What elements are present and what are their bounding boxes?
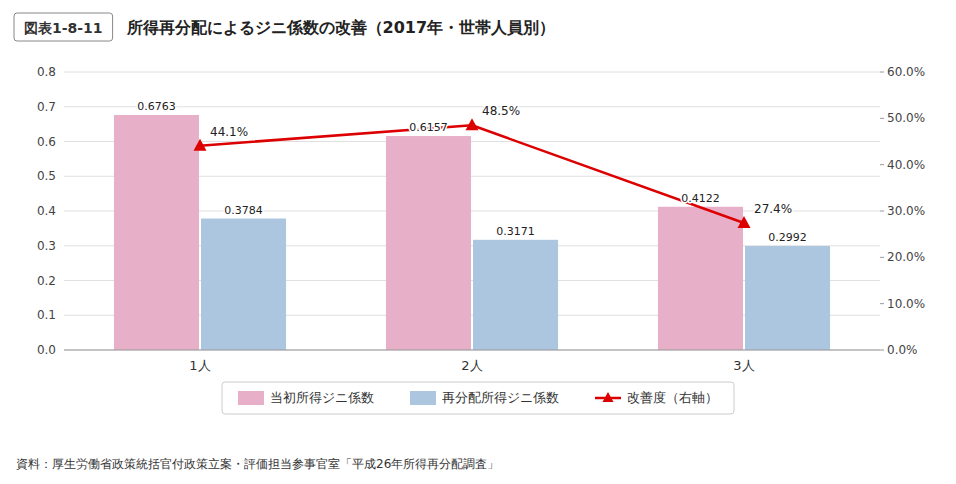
data-labels: 0.6763 0.6157 0.4122 0.3784 0.3171 0.2992 44.1… [137, 100, 807, 244]
y-tick-label: 0.4 [37, 204, 56, 218]
y2-tick-label: 50.0% [887, 111, 925, 125]
line-value-label: 27.4% [754, 202, 792, 216]
x-tick-label: 3人 [733, 358, 754, 373]
legend-swatch [238, 391, 264, 405]
grid [64, 72, 880, 350]
y2-tick [880, 257, 884, 258]
x-axis-line [64, 350, 880, 351]
y2-tick [880, 303, 884, 304]
x-tick-label: 2人 [461, 358, 482, 373]
bar-value-label: 0.2992 [768, 231, 807, 244]
y2-tick [880, 72, 884, 73]
grid-line [64, 106, 880, 107]
y2-tick-label: 20.0% [887, 250, 925, 264]
legend-item: 再分配所得ジニ係数 [410, 390, 559, 405]
bar-value-label: 0.6157 [409, 121, 448, 134]
bar-value-label: 0.3784 [224, 204, 263, 217]
legend-box [222, 382, 734, 414]
y2-tick [880, 118, 884, 119]
y-tick-label: 0.8 [37, 65, 56, 79]
y-tick-label: 0.3 [37, 239, 56, 253]
figure-tag: 図表1-8-11 [24, 20, 103, 36]
line-value-label: 48.5% [482, 104, 520, 118]
bar [745, 246, 830, 350]
figure-tag-box [14, 13, 113, 41]
y-tick-label: 0.1 [37, 308, 56, 322]
source-note: 資料：厚生労働省政策統括官付政策立案・評価担当参事官室「平成26年所得再分配調査… [16, 457, 499, 471]
chart-title: 所得再分配によるジニ係数の改善（2017年・世帯人員別） [126, 18, 556, 37]
y-tick-label: 0.5 [37, 169, 56, 183]
y-tick-label: 0.7 [37, 100, 56, 114]
y2-tick-label: 30.0% [887, 204, 925, 218]
bar [386, 136, 471, 350]
bar [114, 115, 199, 350]
y-tick-label: 0.6 [37, 135, 56, 149]
y2-tick-label: 60.0% [887, 65, 925, 79]
line-marker [194, 139, 207, 151]
plot-marks [114, 115, 830, 350]
legend-item: 当初所得ジニ係数 [238, 390, 374, 405]
grid-line [64, 72, 880, 73]
legend-item: 改善度（右軸） [595, 390, 718, 405]
grid-line [64, 350, 880, 351]
legend-swatch [603, 392, 614, 402]
y2-tick-label: 10.0% [887, 297, 925, 311]
legend-label: 改善度（右軸） [627, 390, 718, 405]
line-value-label: 44.1% [210, 125, 248, 139]
y2-tick [880, 211, 884, 212]
legend-swatch [410, 391, 436, 405]
y2-tick-label: 40.0% [887, 158, 925, 172]
bar-value-label: 0.6763 [137, 100, 176, 113]
legend-label: 当初所得ジニ係数 [270, 390, 374, 405]
line-marker [466, 118, 479, 130]
bar [473, 240, 558, 350]
background [0, 0, 956, 484]
legend-label: 再分配所得ジニ係数 [442, 390, 559, 405]
bar [201, 219, 286, 350]
x-tick-label: 1人 [189, 358, 210, 373]
y-tick-label: 0.0 [37, 343, 56, 357]
line [200, 125, 744, 223]
bar [658, 207, 743, 350]
y2-tick [880, 164, 884, 165]
y2-tick-label: 0.0% [887, 343, 918, 357]
y-tick-label: 0.2 [37, 274, 56, 288]
bar-value-label: 0.4122 [681, 192, 720, 205]
legend: 当初所得ジニ係数 再分配所得ジニ係数 改善度（右軸） [222, 382, 734, 414]
line-marker [738, 216, 751, 228]
y2-tick [880, 350, 884, 351]
bar-value-label: 0.3171 [496, 225, 535, 238]
chart: 図表1-8-11 所得再分配によるジニ係数の改善（2017年・世帯人員別） 0.0 0… [0, 0, 956, 484]
